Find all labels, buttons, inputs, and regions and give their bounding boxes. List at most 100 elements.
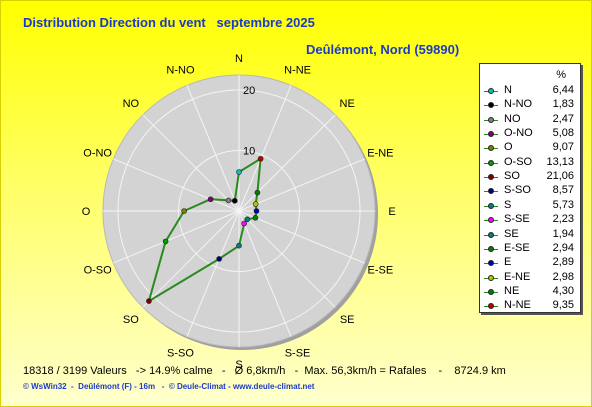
legend-entry: E-NE 2,98 <box>480 271 580 285</box>
legend-marker-icon <box>488 274 494 281</box>
legend-value: 9,07 <box>552 141 574 154</box>
chart-title: Distribution Direction du vent septembre… <box>23 15 315 30</box>
legend-direction: E-NE <box>504 270 531 283</box>
legend-direction: E <box>504 256 512 269</box>
legend-unit: % <box>556 69 566 81</box>
legend-direction: O <box>504 141 513 154</box>
legend-value: 13,13 <box>546 155 574 168</box>
direction-label: E <box>388 206 395 218</box>
legend-entry: E 2,89 <box>480 256 580 270</box>
legend-marker-icon <box>488 131 494 138</box>
legend-value: 5,08 <box>552 127 574 140</box>
legend-direction: N-NE <box>504 299 531 312</box>
data-point <box>252 201 259 207</box>
legend-marker-icon <box>488 145 494 152</box>
direction-label: O <box>82 206 91 218</box>
legend-value: 1,83 <box>552 98 574 111</box>
grid-spoke <box>186 85 240 212</box>
ring-label: 10 <box>243 146 255 158</box>
legend-marker-icon <box>488 217 494 224</box>
direction-label: E-SE <box>368 265 394 277</box>
grid-spoke <box>238 210 365 264</box>
data-point <box>236 169 242 175</box>
data-point <box>252 215 259 221</box>
legend-entry: S-SE 2,23 <box>480 213 580 227</box>
location-label: Deûlémont, Nord (59890) <box>306 42 460 57</box>
legend-entry: S 5,73 <box>480 199 580 213</box>
legend-direction: S <box>504 198 512 211</box>
legend-value: 5,73 <box>552 198 574 211</box>
legend-value: 2,47 <box>552 112 574 125</box>
data-point <box>257 155 264 162</box>
grid-spoke <box>142 210 240 308</box>
direction-label: E-NE <box>367 147 393 159</box>
legend-value: 8,57 <box>552 184 574 197</box>
grid-spoke <box>238 114 336 212</box>
data-point <box>241 220 247 227</box>
legend-direction: O-SO <box>504 155 533 168</box>
direction-label: NO <box>123 98 140 110</box>
legend-marker-icon <box>488 188 494 195</box>
legend-value: 2,98 <box>552 270 574 283</box>
direction-label: O-SO <box>84 265 113 277</box>
legend-direction: SO <box>504 170 520 183</box>
legend-value: 1,94 <box>552 227 574 240</box>
data-point <box>225 197 232 204</box>
legend-marker-icon <box>488 116 494 123</box>
grid-spoke <box>142 114 240 212</box>
data-point <box>231 197 238 204</box>
legend-direction: O-NO <box>504 127 533 140</box>
legend-marker-icon <box>488 288 494 295</box>
legend-value: 4,30 <box>552 284 574 297</box>
direction-label: N <box>235 53 243 65</box>
legend-direction: NE <box>504 284 520 297</box>
data-point <box>244 216 251 223</box>
stats-line: 18318 / 3199 Valeurs -> 14.9% calme - Ø … <box>23 365 506 377</box>
legend-marker-icon <box>488 88 494 94</box>
data-point <box>207 196 214 203</box>
ring-label: 20 <box>243 85 255 97</box>
legend-value: 2,23 <box>552 213 574 226</box>
direction-label: NE <box>340 98 355 110</box>
legend-direction: N <box>504 84 512 96</box>
legend-entry: E-SE 2,94 <box>480 242 580 256</box>
legend-entry: O-NO 5,08 <box>480 127 580 141</box>
direction-label: N-NO <box>166 65 195 77</box>
grid-spoke <box>238 210 292 337</box>
data-point <box>253 208 260 214</box>
legend-entry: N-NO 1,83 <box>480 98 580 112</box>
data-point <box>146 298 152 304</box>
direction-label: SE <box>340 314 355 326</box>
data-point <box>254 189 261 196</box>
direction-label: S-SE <box>285 347 311 359</box>
data-point <box>216 256 222 262</box>
direction-label: N-NE <box>284 65 311 77</box>
legend-marker-icon <box>488 260 494 267</box>
legend-entry: O 9,07 <box>480 141 580 155</box>
legend-marker-icon <box>488 231 494 238</box>
legend-value: 21,06 <box>546 170 574 183</box>
data-point <box>162 238 169 245</box>
legend-entry: SE 1,94 <box>480 228 580 242</box>
legend-entry: S-SO 8,57 <box>480 184 580 198</box>
legend-entry: NO 2,47 <box>480 113 580 127</box>
grid-spoke <box>238 210 336 308</box>
legend-direction: E-SE <box>504 241 530 254</box>
grid-spoke <box>238 158 365 212</box>
legend-value: 2,94 <box>552 241 574 254</box>
legend-direction: S-SO <box>504 184 531 197</box>
direction-label: S-SO <box>167 347 194 359</box>
legend-direction: S-SE <box>504 213 530 226</box>
legend-entry: SO 21,06 <box>480 170 580 184</box>
grid-spoke <box>113 210 240 264</box>
data-point <box>236 242 242 249</box>
grid-spoke <box>113 158 240 212</box>
direction-label: O-NO <box>83 147 112 159</box>
legend-marker-icon <box>488 159 494 166</box>
legend-direction: SE <box>504 227 519 240</box>
legend-marker-icon <box>488 102 494 109</box>
legend-entry: O-SO 13,13 <box>480 156 580 170</box>
legend-direction: N-NO <box>504 98 533 111</box>
legend-marker-icon <box>488 245 494 252</box>
